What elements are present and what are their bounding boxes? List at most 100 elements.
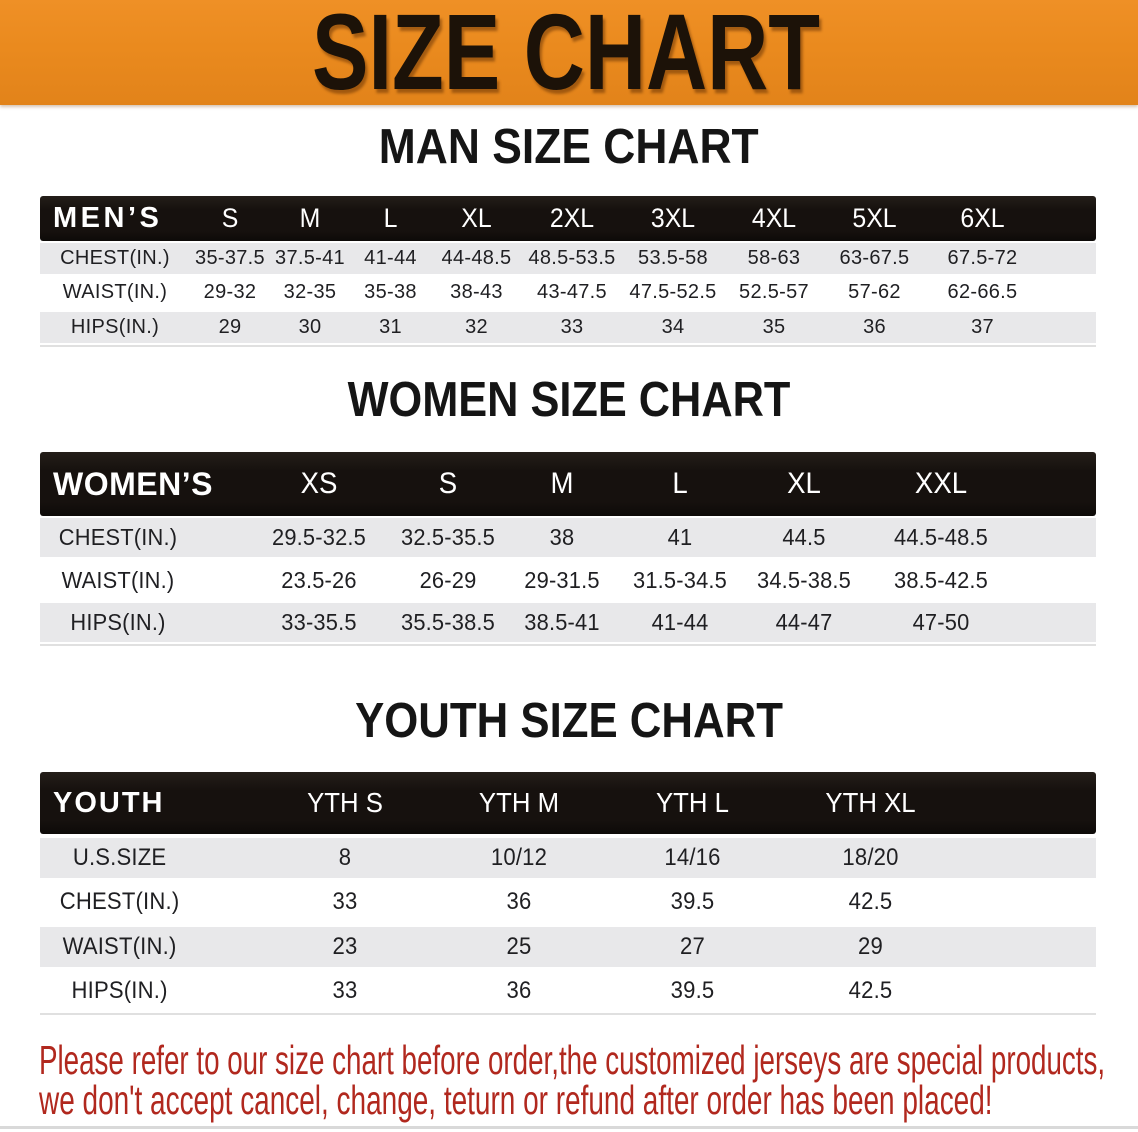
youth-chest-value-yth-m: 36 [506,888,532,916]
women-row-chest: CHEST(IN.) 29.5-32.5 32.5-35.5 38 41 44.… [40,516,1096,559]
women-hips-value-xs: 33-35.5 [281,609,357,636]
men-column-header-6xl: 6XL [960,203,1005,233]
youth-ussize-value-yth-m: 10/12 [490,844,548,872]
women-section-heading-text: WOMEN SIZE CHART [347,372,791,427]
women-column-header-xl: XL [787,467,821,500]
women-column-header-xs: XS [300,467,338,500]
women-hips-value-m: 38.5-41 [524,609,600,636]
banner-title: SIZE CHART [311,0,821,112]
women-chest-value-xxl: 44.5-48.5 [893,523,989,550]
men-column-header-s: S [221,203,239,233]
men-chest-value-4xl: 58-63 [747,246,801,269]
men-column-header-3xl: 3XL [650,203,696,233]
banner: SIZE CHART [0,0,1138,112]
men-table-header-row: MEN’S S M L XL 2XL 3XL 4XL 5XL 6XL [40,196,1096,241]
youth-hips-value-yth-s: 33 [332,977,358,1005]
youth-chest-value-yth-s: 33 [332,888,358,916]
women-waist-value-xs: 23.5-26 [281,566,357,593]
men-chest-value-xl: 44-48.5 [441,246,512,269]
youth-size-table: YOUTH YTH S YTH M YTH L YTH XL U.S.SIZE … [40,772,1096,1013]
men-size-table: MEN’S S M L XL 2XL 3XL 4XL 5XL 6XL CHEST… [40,196,1096,345]
men-hips-value-3xl: 34 [661,315,685,338]
women-row-label-chest: CHEST(IN.) [58,523,178,550]
men-waist-value-4xl: 52.5-57 [739,281,809,304]
youth-waist-value-yth-xl: 29 [858,932,883,960]
men-waist-value-l: 35-38 [364,281,417,304]
men-hips-value-5xl: 36 [863,315,886,338]
youth-hips-value-yth-xl: 42.5 [848,977,893,1005]
women-column-header-m: M [550,467,574,500]
youth-table-bottom-edge [40,1013,1096,1016]
youth-chest-value-yth-xl: 42.5 [848,888,893,916]
youth-row-chest: CHEST(IN.) 33 36 39.5 42.5 [40,880,1096,924]
men-row-chest: CHEST(IN.) 35-37.5 37.5-41 41-44 44-48.5… [40,241,1096,276]
women-chest-value-l: 41 [667,523,693,550]
youth-row-waist: WAIST(IN.) 23 25 27 29 [40,924,1096,969]
men-chest-value-m: 37.5-41 [275,246,345,269]
men-waist-value-2xl: 43-47.5 [537,281,607,304]
women-waist-value-xxl: 38.5-42.5 [893,566,989,593]
youth-table-title-cell: YOUTH [53,786,165,819]
youth-row-label-waist: WAIST(IN.) [62,932,177,960]
men-table-bottom-edge [40,344,1096,347]
men-column-header-xl: XL [461,203,492,233]
men-section-heading: MAN SIZE CHART [0,119,1138,175]
men-column-header-m: M [299,203,321,233]
men-table-title-cell: MEN’S [53,202,163,234]
women-chest-value-xl: 44.5 [782,523,826,550]
women-size-table: WOMEN’S XS S M L XL XXL CHEST(IN.) 29.5-… [40,452,1096,645]
women-chest-value-m: 38 [549,523,575,550]
women-row-label-waist: WAIST(IN.) [61,566,175,593]
women-waist-value-m: 29-31.5 [524,566,600,593]
men-column-header-5xl: 5XL [852,203,897,233]
men-chest-value-2xl: 48.5-53.5 [528,246,616,269]
men-row-label-hips: HIPS(IN.) [70,315,160,338]
women-chest-value-s: 32.5-35.5 [400,523,496,550]
youth-hips-value-yth-m: 36 [506,977,532,1005]
footer-notice-line-2: we don't accept cancel, change, teturn o… [39,1077,993,1124]
men-waist-value-s: 29-32 [203,281,257,304]
men-waist-value-5xl: 57-62 [848,281,901,304]
men-hips-value-4xl: 35 [762,315,786,338]
men-chest-value-5xl: 63-67.5 [839,246,910,269]
youth-section-heading: YOUTH SIZE CHART [0,692,1138,748]
men-chest-value-6xl: 67.5-72 [947,246,1018,269]
women-table-title-cell: WOMEN’S [53,465,213,502]
youth-waist-value-yth-l: 27 [680,932,705,960]
women-waist-value-l: 31.5-34.5 [632,566,728,593]
men-hips-value-6xl: 37 [971,315,994,338]
bottom-divider-line [0,1126,1138,1129]
men-column-header-l: L [383,203,398,233]
men-waist-value-3xl: 47.5-52.5 [629,281,717,304]
youth-column-header-yth-m: YTH M [478,787,560,818]
women-chest-value-xs: 29.5-32.5 [271,523,367,550]
youth-section-heading-text: YOUTH SIZE CHART [355,692,783,748]
women-waist-value-xl: 34.5-38.5 [756,566,852,593]
men-chest-value-3xl: 53.5-58 [638,246,708,269]
youth-column-header-yth-l: YTH L [655,787,729,818]
youth-chest-value-yth-l: 39.5 [670,888,715,916]
men-chest-value-s: 35-37.5 [195,246,265,269]
youth-row-label-hips: HIPS(IN.) [71,977,168,1005]
women-hips-value-xxl: 47-50 [912,609,970,636]
women-table-header-row: WOMEN’S XS S M L XL XXL [40,452,1096,516]
youth-row-ussize: U.S.SIZE 8 10/12 14/16 18/20 [40,836,1096,881]
men-column-header-2xl: 2XL [549,203,595,233]
youth-column-header-yth-s: YTH S [307,787,383,818]
men-row-label-chest: CHEST(IN.) [60,246,170,269]
women-table-bottom-edge [40,644,1096,647]
men-waist-value-6xl: 62-66.5 [947,281,1018,304]
youth-row-label-ussize: U.S.SIZE [72,844,167,872]
women-column-header-xxl: XXL [914,467,968,500]
men-hips-value-l: 31 [379,315,402,338]
women-section-heading: WOMEN SIZE CHART [0,372,1138,428]
women-row-waist: WAIST(IN.) 23.5-26 26-29 29-31.5 31.5-34… [40,559,1096,602]
men-hips-value-s: 29 [218,315,242,338]
women-waist-value-s: 26-29 [419,566,477,593]
women-row-label-hips: HIPS(IN.) [70,609,166,636]
women-hips-value-s: 35.5-38.5 [400,609,496,636]
men-section-heading-text: MAN SIZE CHART [379,119,759,175]
men-row-hips: HIPS(IN.) 29 30 31 32 33 34 35 36 37 [40,310,1096,345]
youth-ussize-value-yth-l: 14/16 [664,844,721,872]
